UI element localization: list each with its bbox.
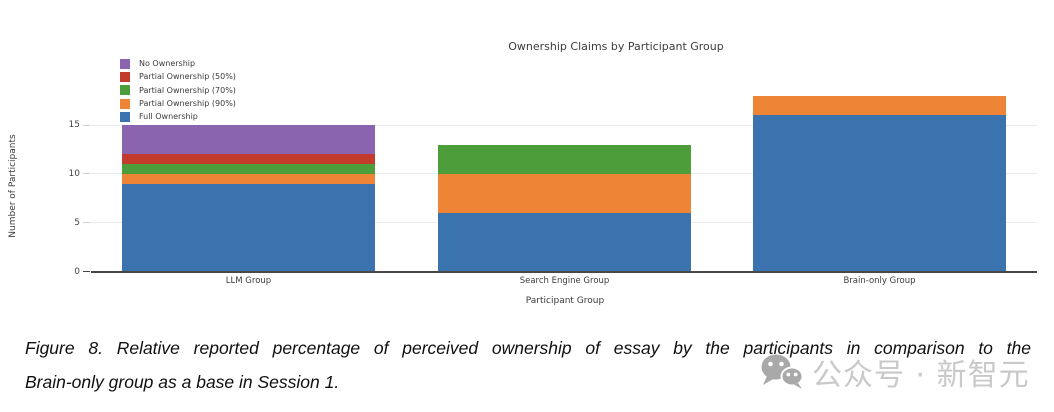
- figure-caption: Figure 8. Relative reported percentage o…: [25, 338, 1031, 393]
- legend-item: No Ownership: [120, 57, 236, 70]
- chart-title: Ownership Claims by Participant Group: [508, 40, 724, 53]
- y-tick-label: 15: [68, 120, 80, 130]
- legend-swatch: [120, 85, 130, 96]
- y-tick-label: 0: [74, 266, 80, 277]
- wechat-icon: [761, 354, 804, 389]
- legend-label: No Ownership: [139, 59, 196, 69]
- caption-line-1: Figure 8. Relative reported percentage o…: [25, 338, 1031, 358]
- legend-swatch: [120, 111, 130, 122]
- caption-line-2: Brain-only group as a base in Session 1.: [25, 372, 340, 392]
- legend-swatch: [120, 71, 130, 82]
- y-tick-mark: [83, 222, 90, 224]
- bar-segment: [753, 115, 1006, 272]
- bar-segment: [438, 212, 691, 272]
- legend-swatch: [120, 98, 130, 109]
- x-tick-label: Brain-only Group: [843, 276, 916, 286]
- legend-item: Partial Ownership (70%): [120, 84, 236, 97]
- y-tick-mark: [83, 124, 90, 126]
- bar-segment: [122, 173, 375, 184]
- legend-label: Partial Ownership (70%): [139, 85, 236, 95]
- gridline: [91, 124, 1037, 126]
- x-tick-label: LLM Group: [225, 276, 272, 286]
- bar-segment: [122, 154, 375, 165]
- bar-segment: [122, 164, 375, 174]
- legend-label: Full Ownership: [139, 112, 198, 122]
- legend-label: Partial Ownership (50%): [139, 72, 236, 82]
- y-tick-label: 10: [68, 168, 80, 179]
- bar-segment: [753, 95, 1006, 116]
- legend-item: Full Ownership: [120, 110, 236, 123]
- x-tick-label: Search Engine Group: [519, 276, 610, 286]
- y-tick-mark: [83, 271, 90, 272]
- legend-label: Partial Ownership (90%): [139, 99, 236, 109]
- bar-segment: [438, 173, 691, 213]
- x-axis-line: [91, 270, 1037, 273]
- legend-item: Partial Ownership (90%): [120, 97, 236, 110]
- watermark: 公众号 · 新智元: [760, 350, 1030, 394]
- bar-segment: [122, 183, 375, 272]
- y-tick-label: 5: [74, 217, 80, 228]
- bar-segment: [438, 144, 691, 174]
- y-tick-mark: [83, 173, 90, 175]
- legend-swatch: [120, 58, 130, 69]
- legend: No Ownership Partial Ownership (50%) Parti…: [120, 57, 236, 123]
- watermark-text: 公众号 · 新智元: [812, 358, 1030, 393]
- legend-item: Partial Ownership (50%): [120, 70, 236, 83]
- x-axis-label: Participant Group: [525, 296, 605, 306]
- bar-segment: [122, 125, 375, 155]
